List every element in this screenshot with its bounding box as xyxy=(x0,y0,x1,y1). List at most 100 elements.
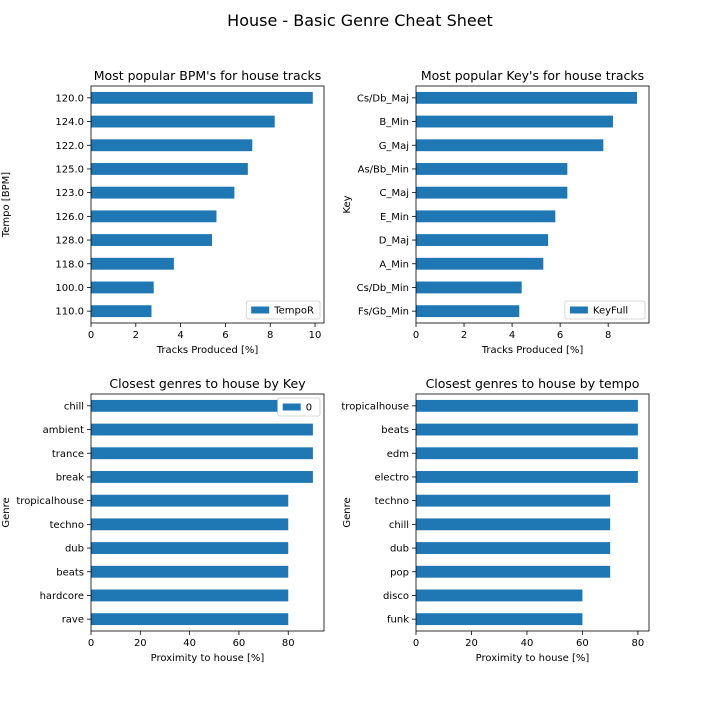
bar xyxy=(416,542,611,554)
legend-label: 0 xyxy=(306,403,312,414)
y-tick-label: 126.0 xyxy=(55,212,84,223)
y-tick-label: techno xyxy=(50,520,84,531)
y-tick-label: dub xyxy=(390,544,409,555)
bar xyxy=(91,186,235,199)
y-tick-label: As/Bb_Min xyxy=(358,164,409,175)
bar xyxy=(91,423,313,436)
chart-title: Most popular Key's for house tracks xyxy=(421,68,644,83)
y-tick-label: trance xyxy=(52,449,84,460)
y-tick-label: techno xyxy=(375,496,409,507)
x-tick-label: 80 xyxy=(282,638,295,649)
x-tick-label: 6 xyxy=(557,330,563,341)
legend-label: KeyFull xyxy=(593,306,628,317)
y-tick-label: pop xyxy=(390,567,409,578)
bar xyxy=(416,186,568,199)
axes-frame xyxy=(415,393,650,632)
bar xyxy=(416,115,613,128)
bar xyxy=(91,281,154,294)
y-tick-label: 122.0 xyxy=(55,141,84,152)
y-tick-label: E_Min xyxy=(380,212,409,223)
bar xyxy=(416,399,638,412)
y-tick-label: ambient xyxy=(43,425,84,436)
y-tick-label: tropicalhouse xyxy=(341,401,409,412)
axes-frame xyxy=(90,393,325,632)
y-tick-label: C_Maj xyxy=(379,188,409,199)
legend-box xyxy=(564,300,646,320)
bar xyxy=(91,91,313,104)
legend-swatch xyxy=(569,306,588,314)
y-tick-label: D_Maj xyxy=(379,236,409,247)
y-tick-label: hardcore xyxy=(40,591,84,602)
x-axis-label: Proximity to house [%] xyxy=(476,653,590,664)
x-tick-label: 60 xyxy=(576,638,589,649)
x-tick-label: 40 xyxy=(521,638,534,649)
bar xyxy=(91,399,313,412)
y-axis-label: Key xyxy=(342,195,353,213)
bar xyxy=(91,565,289,578)
y-axis-label: Tempo [BPM] xyxy=(1,172,12,238)
x-tick-label: 0 xyxy=(88,638,94,649)
x-tick-label: 2 xyxy=(461,330,467,341)
x-tick-label: 0 xyxy=(88,330,94,341)
x-tick-label: 4 xyxy=(509,330,515,341)
bar xyxy=(91,257,174,270)
y-tick-label: A_Min xyxy=(379,259,409,270)
bar xyxy=(91,139,253,152)
chart-title: Most popular BPM's for house tracks xyxy=(94,68,321,83)
axes-frame xyxy=(90,85,325,324)
y-axis-label: Genre xyxy=(342,497,353,527)
x-tick-label: 20 xyxy=(465,638,478,649)
bar xyxy=(416,305,520,318)
chart-2: Most popular Key's for house tracks Cs/Db… xyxy=(342,68,650,356)
bar xyxy=(416,257,544,270)
bar xyxy=(91,210,217,223)
y-tick-label: disco xyxy=(383,591,409,602)
y-tick-label: beats xyxy=(56,567,84,578)
bar xyxy=(91,115,275,128)
x-tick-label: 0 xyxy=(413,638,419,649)
y-tick-label: 125.0 xyxy=(55,164,84,175)
bar xyxy=(416,518,611,531)
x-tick-label: 2 xyxy=(133,330,139,341)
bar xyxy=(416,163,568,175)
chart-title: Closest genres to house by tempo xyxy=(426,376,640,391)
chart-4: Closest genres to house by tempo tropical… xyxy=(341,376,650,664)
x-tick-label: 40 xyxy=(183,638,196,649)
bar xyxy=(91,163,248,175)
y-tick-label: G_Maj xyxy=(379,141,409,152)
legend-label: TempoR xyxy=(273,306,314,317)
legend: TempoR xyxy=(245,300,321,320)
y-tick-label: B_Min xyxy=(379,117,409,128)
y-tick-label: 110.0 xyxy=(55,307,84,318)
legend-swatch xyxy=(251,306,270,314)
bar xyxy=(416,613,583,626)
bar xyxy=(91,518,289,531)
y-tick-label: rave xyxy=(62,615,84,626)
x-tick-label: 8 xyxy=(267,330,273,341)
x-axis-label: Tracks Produced [%] xyxy=(156,345,259,356)
y-tick-label: 124.0 xyxy=(55,117,84,128)
bar xyxy=(91,494,289,507)
y-tick-label: 118.0 xyxy=(55,259,84,270)
y-tick-label: break xyxy=(56,472,85,483)
y-tick-label: edm xyxy=(387,449,409,460)
bar xyxy=(416,91,637,104)
bar xyxy=(416,210,556,223)
axes-frame xyxy=(415,85,650,324)
y-tick-label: dub xyxy=(65,544,84,555)
bar xyxy=(416,139,604,152)
bar xyxy=(416,423,638,436)
x-tick-label: 20 xyxy=(134,638,147,649)
bar xyxy=(416,494,611,507)
bar xyxy=(416,447,638,460)
legend: 0 xyxy=(277,397,321,417)
y-tick-label: 128.0 xyxy=(55,236,84,247)
x-tick-label: 6 xyxy=(222,330,228,341)
y-tick-label: 123.0 xyxy=(55,188,84,199)
y-tick-label: Cs/Db_Min xyxy=(357,283,409,294)
y-tick-label: electro xyxy=(374,472,409,483)
figure-title: House - Basic Genre Cheat Sheet xyxy=(227,11,493,30)
x-tick-label: 80 xyxy=(632,638,645,649)
legend: KeyFull xyxy=(564,300,646,320)
y-tick-label: beats xyxy=(381,425,409,436)
